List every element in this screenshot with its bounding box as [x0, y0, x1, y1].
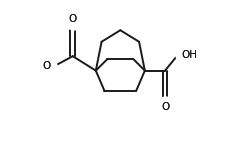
Text: O: O [68, 14, 76, 24]
Text: O: O [160, 102, 168, 112]
Text: O: O [43, 61, 51, 71]
Text: OH: OH [180, 50, 196, 60]
Text: O: O [43, 61, 51, 71]
Text: O: O [68, 14, 76, 24]
Text: O: O [160, 102, 168, 112]
Text: OH: OH [180, 50, 196, 60]
